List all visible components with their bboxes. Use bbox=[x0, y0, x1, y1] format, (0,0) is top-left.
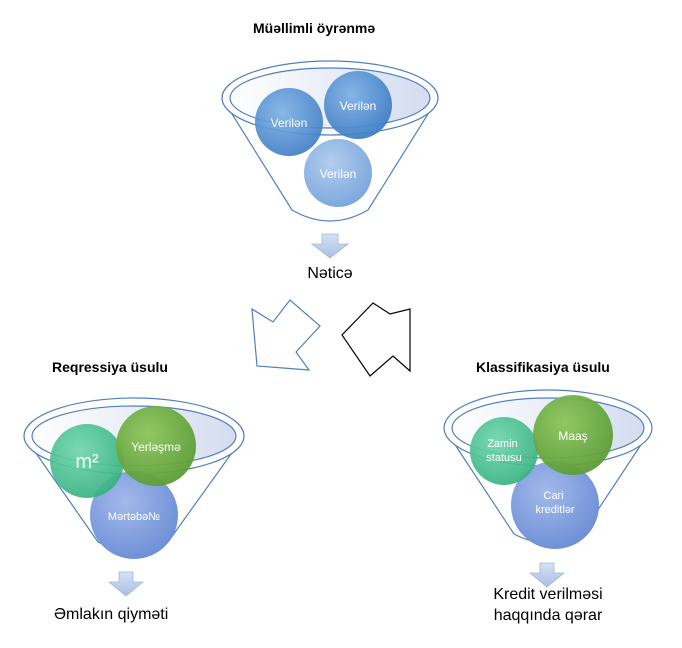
right-ball-bottom-label: Cari kreditlər bbox=[535, 490, 574, 516]
top-ball-right-label: Verilən bbox=[340, 99, 377, 113]
left-title: Reqressiya üsulu bbox=[52, 359, 168, 375]
top-ball-bottom-label: Verilən bbox=[320, 167, 357, 181]
right-ball-bottom-label-line1: Cari bbox=[543, 490, 563, 502]
top-ball-left bbox=[255, 88, 323, 156]
right-ball-left bbox=[470, 417, 538, 485]
left-ball-bottom-label: Mərtəbə№ bbox=[108, 511, 160, 523]
right-ball-bottom bbox=[511, 461, 599, 549]
right-ball-left-label: Zamin statusu bbox=[486, 438, 521, 464]
right-title: Klassifikasiya üsulu bbox=[476, 359, 610, 375]
right-result-line1: Kredit verilməsi bbox=[493, 586, 603, 603]
top-ball-bottom bbox=[304, 139, 372, 207]
right-ball-right-label: Maaş bbox=[558, 429, 587, 443]
top-ball-right bbox=[324, 71, 392, 139]
top-title: Müəllimli öyrənmə bbox=[253, 20, 376, 36]
right-ball-bottom-label-line2: kreditlər bbox=[535, 504, 574, 516]
right-ball-left-label-line2: statusu bbox=[486, 452, 521, 464]
right-down-arrow-icon bbox=[528, 562, 566, 588]
top-result: Nəticə bbox=[307, 265, 353, 282]
left-ball-left-label: m² bbox=[75, 451, 99, 473]
left-ball-right bbox=[116, 406, 196, 486]
top-down-arrow-icon bbox=[310, 233, 350, 259]
left-ball-left bbox=[50, 424, 124, 498]
top-ball-left-label: Verilən bbox=[271, 116, 308, 130]
right-branch-arrow-icon bbox=[341, 302, 411, 377]
right-ball-left-label-line1: Zamin bbox=[487, 438, 518, 450]
left-ball-right-label: Yerləşmə bbox=[131, 440, 181, 454]
right-result-line2: haqqında qərar bbox=[493, 607, 603, 624]
left-ball-bottom bbox=[90, 471, 178, 559]
left-branch-arrow-icon bbox=[251, 299, 321, 371]
left-down-arrow-icon bbox=[107, 571, 145, 597]
right-ball-right bbox=[533, 395, 613, 475]
left-result: Əmlakın qiyməti bbox=[54, 606, 169, 623]
